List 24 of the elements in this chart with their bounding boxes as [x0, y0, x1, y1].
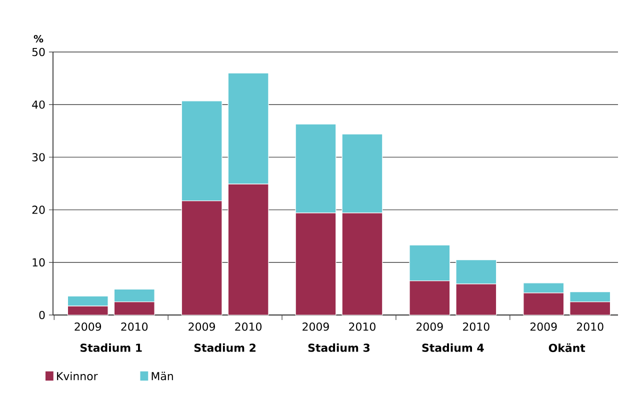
text: Stadium 1 [80, 343, 142, 352]
text: Stadium 4 [422, 343, 484, 352]
x-tick-label: 2009 [74, 322, 102, 331]
y-axis-title: % [34, 34, 44, 42]
y-tick-label: 0 [39, 310, 45, 320]
x-tick-label: 2010 [576, 322, 604, 331]
x-tick-label: 2010 [235, 322, 262, 331]
y-tick-label: 20 [32, 206, 45, 214]
y-tick-label: 30 [32, 153, 45, 162]
text: Stadium 2 [194, 343, 256, 352]
y-tick-label: 50 [32, 48, 45, 56]
text: Okänt [548, 343, 586, 352]
x-tick-label: 2009 [302, 322, 329, 331]
y-tick-label: 10 [32, 258, 45, 267]
x-tick-label: 2010 [463, 322, 490, 331]
legend-label: Män [152, 372, 173, 380]
y-tick-label: 40 [32, 100, 45, 109]
legend-label: Kvinnor [57, 372, 98, 380]
x-tick-label: 2009 [188, 322, 215, 331]
x-tick-label: 2010 [121, 322, 148, 331]
x-tick-label: 2009 [416, 322, 443, 331]
x-tick-label: 2010 [349, 322, 376, 331]
text: Stadium 3 [308, 343, 370, 352]
x-tick-label: 2009 [530, 322, 557, 331]
